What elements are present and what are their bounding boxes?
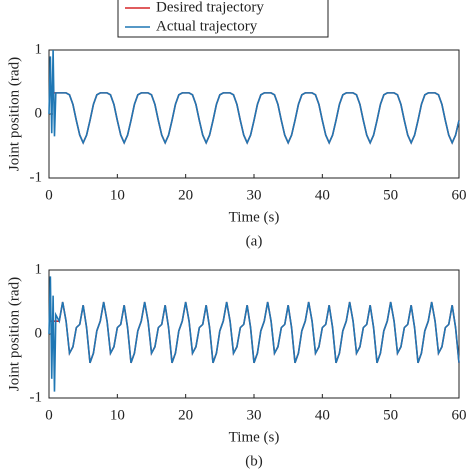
legend-label: Desired trajectory (156, 0, 264, 15)
x-tick-label: 30 (247, 187, 262, 203)
x-axis-label: Time (s) (229, 429, 280, 445)
y-axis-label: Joint position (rad) (6, 277, 22, 391)
x-tick-label: 60 (452, 187, 467, 203)
y-tick-label: -1 (30, 169, 43, 185)
x-tick-label: 0 (45, 187, 53, 203)
x-tick-label: 20 (178, 407, 193, 423)
legend-box (117, 0, 329, 38)
x-tick-label: 10 (110, 407, 125, 423)
legend-label: Actual trajectory (156, 18, 258, 34)
x-tick-label: 20 (178, 187, 193, 203)
axes-frame (48, 269, 460, 399)
series-line (48, 49, 460, 145)
series-line (48, 276, 460, 392)
caption: (a) (246, 233, 263, 249)
y-tick-label: 1 (35, 41, 43, 57)
y-axis-label: Joint position (rad) (6, 57, 22, 171)
axes-frame (48, 49, 460, 179)
x-tick-label: 10 (110, 187, 125, 203)
x-tick-label: 40 (315, 407, 330, 423)
x-tick-label: 0 (45, 407, 53, 423)
x-tick-label: 50 (383, 407, 398, 423)
x-tick-label: 40 (315, 187, 330, 203)
y-tick-label: 1 (35, 261, 43, 277)
y-tick-label: 0 (35, 105, 43, 121)
caption: (b) (245, 453, 263, 469)
x-tick-label: 50 (383, 187, 398, 203)
x-tick-label: 60 (452, 407, 467, 423)
x-tick-label: 30 (247, 407, 262, 423)
y-tick-label: 0 (35, 325, 43, 341)
x-axis-label: Time (s) (229, 209, 280, 225)
y-tick-label: -1 (30, 389, 43, 405)
